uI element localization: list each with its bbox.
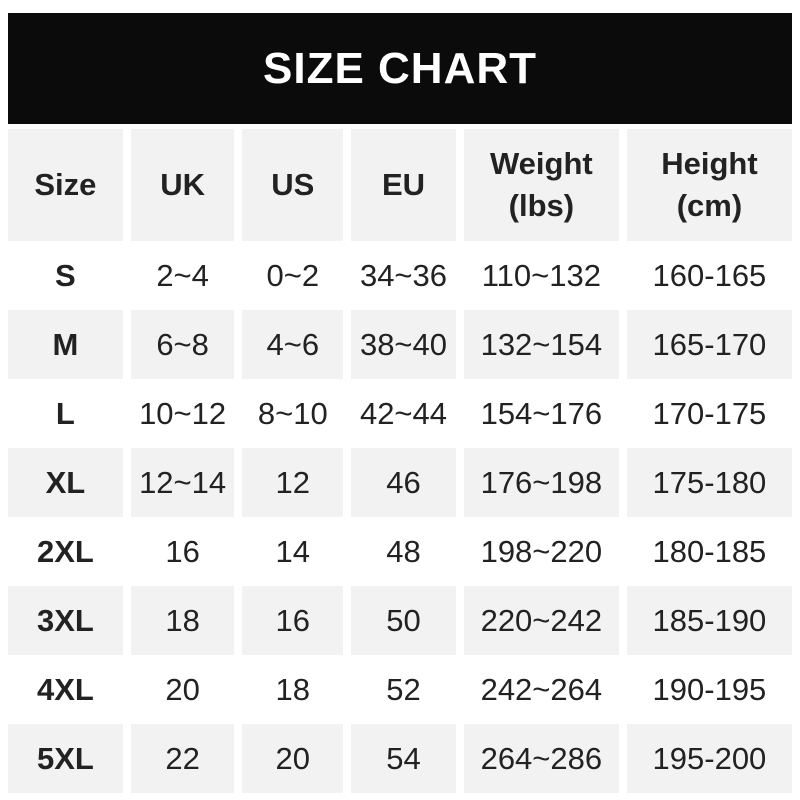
header-cell-eu: EU <box>351 129 456 241</box>
cell-height: 195-200 <box>626 724 792 793</box>
cell-size: M <box>8 310 123 379</box>
cell-eu: 50 <box>351 586 456 655</box>
cell-eu: 54 <box>351 724 456 793</box>
cell-size: 5XL <box>8 724 123 793</box>
cell-us: 12 <box>242 448 344 517</box>
table-row-3xl: 3XL 18 16 50 220~242 185-190 <box>8 586 792 655</box>
size-chart-table: Size UK US EU Weight (lbs) Height (cm) S… <box>8 129 792 793</box>
header-cell-us: US <box>242 129 344 241</box>
table-row-xl: XL 12~14 12 46 176~198 175-180 <box>8 448 792 517</box>
cell-weight: 220~242 <box>463 586 619 655</box>
cell-height: 180-185 <box>626 517 792 586</box>
cell-us: 20 <box>242 724 344 793</box>
cell-uk: 6~8 <box>130 310 235 379</box>
cell-weight: 242~264 <box>463 655 619 724</box>
cell-eu: 48 <box>351 517 456 586</box>
table-header-row: Size UK US EU Weight (lbs) Height (cm) <box>8 129 792 241</box>
cell-weight: 176~198 <box>463 448 619 517</box>
cell-height: 165-170 <box>626 310 792 379</box>
cell-height: 175-180 <box>626 448 792 517</box>
cell-us: 8~10 <box>242 379 344 448</box>
cell-weight: 264~286 <box>463 724 619 793</box>
cell-uk: 18 <box>130 586 235 655</box>
cell-weight: 132~154 <box>463 310 619 379</box>
cell-eu: 42~44 <box>351 379 456 448</box>
cell-size: 4XL <box>8 655 123 724</box>
table-row-4xl: 4XL 20 18 52 242~264 190-195 <box>8 655 792 724</box>
header-cell-height: Height (cm) <box>626 129 792 241</box>
cell-height: 190-195 <box>626 655 792 724</box>
cell-us: 4~6 <box>242 310 344 379</box>
cell-weight: 110~132 <box>463 241 619 310</box>
cell-eu: 46 <box>351 448 456 517</box>
cell-us: 16 <box>242 586 344 655</box>
table-row-l: L 10~12 8~10 42~44 154~176 170-175 <box>8 379 792 448</box>
cell-uk: 10~12 <box>130 379 235 448</box>
cell-uk: 2~4 <box>130 241 235 310</box>
cell-us: 0~2 <box>242 241 344 310</box>
cell-uk: 16 <box>130 517 235 586</box>
cell-height: 185-190 <box>626 586 792 655</box>
cell-size: S <box>8 241 123 310</box>
page-title: SIZE CHART <box>263 43 537 93</box>
cell-weight: 198~220 <box>463 517 619 586</box>
table-body: S 2~4 0~2 34~36 110~132 160-165 M 6~8 4~… <box>8 241 792 793</box>
cell-height: 160-165 <box>626 241 792 310</box>
size-chart-banner: SIZE CHART <box>8 13 792 124</box>
cell-uk: 22 <box>130 724 235 793</box>
cell-size: L <box>8 379 123 448</box>
table-row-m: M 6~8 4~6 38~40 132~154 165-170 <box>8 310 792 379</box>
header-cell-size: Size <box>8 129 123 241</box>
cell-us: 18 <box>242 655 344 724</box>
cell-us: 14 <box>242 517 344 586</box>
table-row-2xl: 2XL 16 14 48 198~220 180-185 <box>8 517 792 586</box>
cell-uk: 12~14 <box>130 448 235 517</box>
cell-eu: 38~40 <box>351 310 456 379</box>
cell-uk: 20 <box>130 655 235 724</box>
header-cell-weight: Weight (lbs) <box>463 129 619 241</box>
cell-size: 2XL <box>8 517 123 586</box>
cell-height: 170-175 <box>626 379 792 448</box>
header-cell-uk: UK <box>130 129 235 241</box>
table-row-s: S 2~4 0~2 34~36 110~132 160-165 <box>8 241 792 310</box>
cell-eu: 52 <box>351 655 456 724</box>
cell-size: 3XL <box>8 586 123 655</box>
cell-size: XL <box>8 448 123 517</box>
table-row-5xl: 5XL 22 20 54 264~286 195-200 <box>8 724 792 793</box>
cell-weight: 154~176 <box>463 379 619 448</box>
cell-eu: 34~36 <box>351 241 456 310</box>
